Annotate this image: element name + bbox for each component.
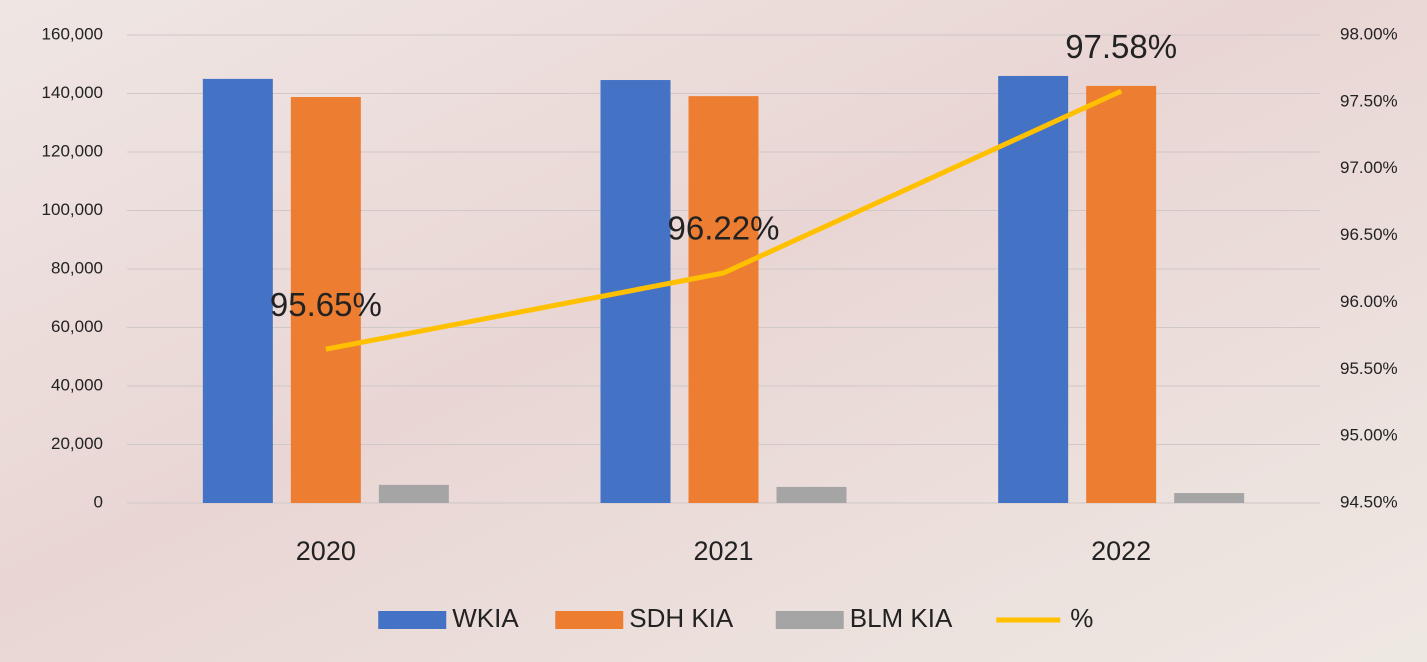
- legend-swatch: [378, 611, 446, 629]
- data-label: 95.65%: [270, 286, 382, 323]
- chart: 0 20,000 40,000 60,000 80,000 100,000 120,000 1…: [0, 0, 1427, 662]
- legend-label: WKIA: [452, 603, 519, 633]
- y-tick-label: 60,000: [51, 317, 103, 336]
- y-tick-label: 160,000: [42, 24, 103, 43]
- y-tick-label: 40,000: [51, 375, 103, 394]
- y2-tick-label: 95.00%: [1340, 426, 1398, 445]
- y2-tick-label: 97.50%: [1340, 91, 1398, 110]
- legend-label: SDH KIA: [629, 603, 734, 633]
- y2-tick-label: 96.00%: [1340, 292, 1398, 311]
- x-tick-label: 2021: [693, 536, 753, 566]
- y2-tick-label: 94.50%: [1340, 492, 1398, 511]
- data-label: 97.58%: [1065, 28, 1177, 65]
- bar: [777, 487, 847, 503]
- legend-swatch: [776, 611, 844, 629]
- bar: [1086, 86, 1156, 503]
- legend-swatch: [555, 611, 623, 629]
- legend-label: %: [1070, 603, 1093, 633]
- y-tick-label: 20,000: [51, 434, 103, 453]
- y-tick-label: 100,000: [42, 200, 103, 219]
- y-tick-label: 140,000: [42, 83, 103, 102]
- y-tick-label: 0: [94, 492, 103, 511]
- y2-tick-label: 98.00%: [1340, 24, 1398, 43]
- data-label: 96.22%: [668, 210, 780, 247]
- x-tick-label: 2022: [1091, 536, 1151, 566]
- bar: [203, 79, 273, 503]
- legend-label: BLM KIA: [850, 603, 953, 633]
- y-tick-label: 80,000: [51, 258, 103, 277]
- y2-tick-label: 95.50%: [1340, 359, 1398, 378]
- bar: [1174, 493, 1244, 503]
- x-tick-label: 2020: [296, 536, 356, 566]
- y2-tick-label: 96.50%: [1340, 225, 1398, 244]
- y2-tick-label: 97.00%: [1340, 158, 1398, 177]
- y-tick-label: 120,000: [42, 141, 103, 160]
- bar: [689, 96, 759, 503]
- bar: [379, 485, 449, 503]
